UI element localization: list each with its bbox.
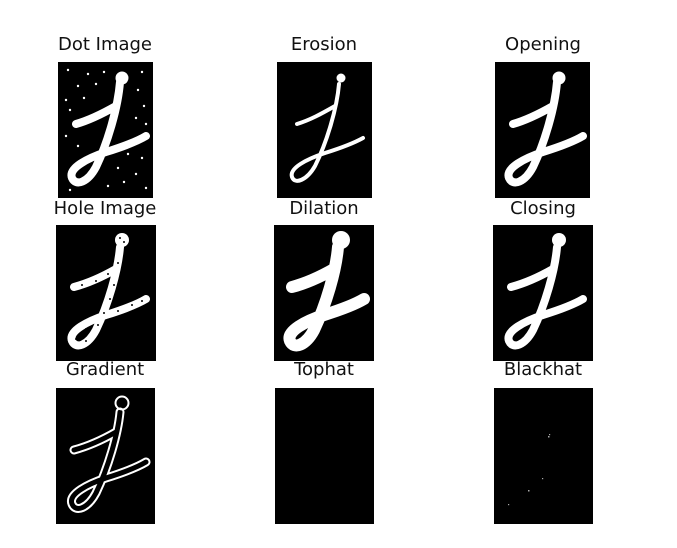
letter-j-thin-icon <box>289 73 365 183</box>
panel-title-dot-image: Dot Image <box>57 34 153 55</box>
panel-hole-image <box>56 225 156 361</box>
letter-j-dot-noise-icon <box>64 68 150 192</box>
panel-closing <box>493 225 593 361</box>
panel-title-opening: Opening <box>505 34 581 55</box>
sparse-specks-icon <box>508 434 551 506</box>
panel-title-dilation: Dilation <box>289 198 359 219</box>
panel-title-blackhat: Blackhat <box>503 359 583 380</box>
panel-gradient <box>56 388 155 524</box>
letter-j-outline-icon <box>67 395 151 513</box>
panel-tophat <box>275 388 374 524</box>
letter-j-clean-icon <box>504 71 587 187</box>
panel-dot-image <box>58 62 153 198</box>
letter-j-filled-icon <box>504 233 587 350</box>
letter-j-thick-icon <box>283 231 370 352</box>
panel-erosion <box>277 62 372 198</box>
panel-title-gradient: Gradient <box>65 359 145 380</box>
panel-title-erosion: Erosion <box>290 34 358 55</box>
panel-title-hole-image: Hole Image <box>53 198 157 219</box>
letter-j-with-holes-icon <box>67 233 150 350</box>
panel-blackhat <box>494 388 593 524</box>
black-image-icon <box>275 388 374 524</box>
panel-dilation <box>274 225 374 361</box>
panel-title-tophat: Tophat <box>294 359 354 380</box>
panel-title-closing: Closing <box>510 198 576 219</box>
panel-opening <box>495 62 590 198</box>
